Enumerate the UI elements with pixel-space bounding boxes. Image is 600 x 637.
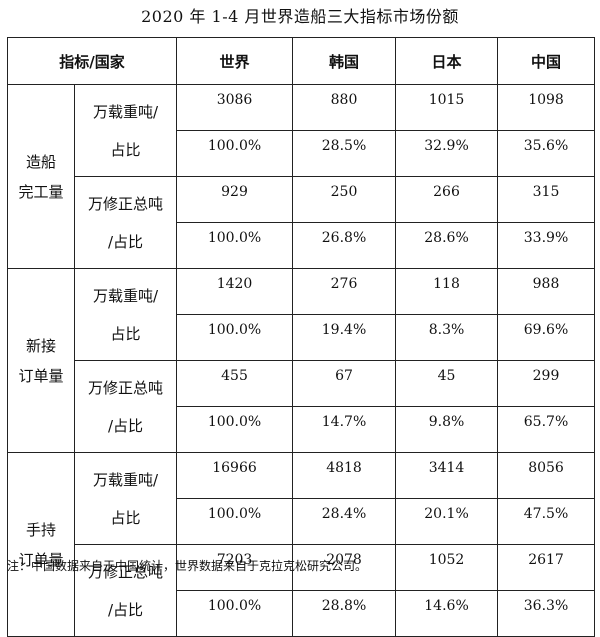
header-korea: 韩国 [292, 37, 397, 85]
cell-japan: 1052 [395, 544, 499, 591]
table-row: 造船 完工量 万载重吨/占比 3086 880 1015 1098 [7, 84, 596, 269]
unit-label-line: 占比 [110, 140, 141, 159]
cell-world: 100.0% [176, 222, 294, 269]
category-label: 手持 订单量 [7, 452, 75, 637]
unit-label-line: 占比 [110, 508, 141, 527]
cell-japan: 28.6% [395, 222, 499, 269]
unit-label-line: 占比 [110, 324, 141, 343]
table-row: 手持 订单量 万载重吨/占比 16966 4818 3414 8056 [7, 452, 596, 637]
cell-china: 35.6% [497, 130, 596, 177]
cell-world: 3086 [176, 84, 294, 131]
table-row: 100.0% 28.5% 32.9% 35.6% [8, 130, 596, 177]
cell-world: 100.0% [176, 314, 294, 361]
cell-korea: 26.8% [292, 222, 397, 269]
cell-korea: 276 [292, 268, 397, 315]
category-label-line: 完工量 [18, 182, 64, 201]
cell-china: 1098 [497, 84, 596, 131]
footnote: 注：中国数据来自于中国统计，世界数据来自于克拉克松研究公司。 [7, 559, 368, 573]
unit-label-line: 万载重吨/ [92, 102, 159, 121]
unit-label: 万载重吨/占比 [73, 452, 178, 545]
header-china: 中国 [497, 37, 596, 85]
unit-label-line: 万修正总吨 [88, 562, 164, 581]
cell-china: 36.3% [497, 590, 596, 637]
cell-korea: 250 [292, 176, 397, 223]
table-row: 100.0% 19.4% 8.3% 69.6% [8, 314, 596, 361]
table-row: 100.0% 26.8% 28.6% 33.9% [8, 222, 596, 269]
cell-korea: 19.4% [292, 314, 397, 361]
cell-china: 65.7% [497, 406, 596, 453]
cell-china: 315 [497, 176, 596, 223]
unit-label-line: 万修正总吨 [88, 378, 164, 397]
cell-korea: 14.7% [292, 406, 397, 453]
header-japan: 日本 [395, 37, 499, 85]
cell-japan: 14.6% [395, 590, 499, 637]
cell-china: 988 [497, 268, 596, 315]
cell-japan: 9.8% [395, 406, 499, 453]
header-world: 世界 [176, 37, 294, 85]
cell-korea: 28.4% [292, 498, 397, 545]
table-row: 100.0% 28.4% 20.1% 47.5% [8, 498, 596, 545]
cell-world: 100.0% [176, 406, 294, 453]
unit-label-line: 万载重吨/ [92, 286, 159, 305]
cell-japan: 266 [395, 176, 499, 223]
table-row: 新接 订单量 万载重吨/占比 1420 276 118 988 [7, 268, 596, 453]
category-label-line: 订单量 [18, 366, 64, 385]
cell-korea: 880 [292, 84, 397, 131]
cell-world: 929 [176, 176, 294, 223]
cell-china: 8056 [497, 452, 596, 499]
category-label-line: 订单量 [18, 550, 64, 569]
cell-japan: 3414 [395, 452, 499, 499]
cell-japan: 32.9% [395, 130, 499, 177]
cell-japan: 20.1% [395, 498, 499, 545]
cell-korea: 67 [292, 360, 397, 407]
cell-japan: 8.3% [395, 314, 499, 361]
category-label-line: 新接 [25, 336, 56, 355]
cell-world: 16966 [176, 452, 294, 499]
cell-korea: 28.8% [292, 590, 397, 637]
table-row: 万修正总吨/占比 455 67 45 299 [8, 360, 596, 453]
header-indicator-country: 指标/国家 [6, 37, 178, 85]
cell-world: 100.0% [176, 498, 294, 545]
cell-korea: 4818 [292, 452, 397, 499]
cell-china: 47.5% [497, 498, 596, 545]
cell-china: 299 [497, 360, 596, 407]
cell-japan: 45 [395, 360, 499, 407]
cell-world: 100.0% [176, 130, 294, 177]
cell-world: 455 [176, 360, 294, 407]
cell-world: 1420 [176, 268, 294, 315]
unit-label-line: /占比 [107, 232, 144, 251]
table-row: 100.0% 14.7% 9.8% 65.7% [8, 406, 596, 453]
cell-china: 69.6% [497, 314, 596, 361]
cell-korea: 28.5% [292, 130, 397, 177]
unit-label: 万载重吨/占比 [73, 84, 178, 177]
cell-china: 2617 [497, 544, 596, 591]
cell-world: 100.0% [176, 590, 294, 637]
table-header-row: 指标/国家 世界 韩国 日本 中国 [6, 37, 596, 85]
category-label: 造船 完工量 [7, 84, 75, 269]
cell-japan: 118 [395, 268, 499, 315]
table-row: 万修正总吨/占比 929 250 266 315 [8, 176, 596, 269]
unit-label-line: 万载重吨/ [92, 470, 159, 489]
cell-japan: 1015 [395, 84, 499, 131]
page-title: 2020 年 1-4 月世界造船三大指标市场份额 [141, 7, 459, 26]
unit-label-line: /占比 [107, 600, 144, 619]
category-label-line: 造船 [25, 152, 56, 171]
unit-label-line: /占比 [107, 416, 144, 435]
category-label-line: 手持 [25, 520, 56, 539]
market-share-table: 指标/国家 世界 韩国 日本 中国 造船 完工量 万载重吨/占比 3086 880 101… [6, 37, 596, 637]
category-label: 新接 订单量 [7, 268, 75, 453]
unit-label: 万修正总吨/占比 [73, 360, 178, 453]
unit-label: 万修正总吨/占比 [73, 176, 178, 269]
unit-label-line: 万修正总吨 [88, 194, 164, 213]
cell-china: 33.9% [497, 222, 596, 269]
unit-label: 万载重吨/占比 [73, 268, 178, 361]
